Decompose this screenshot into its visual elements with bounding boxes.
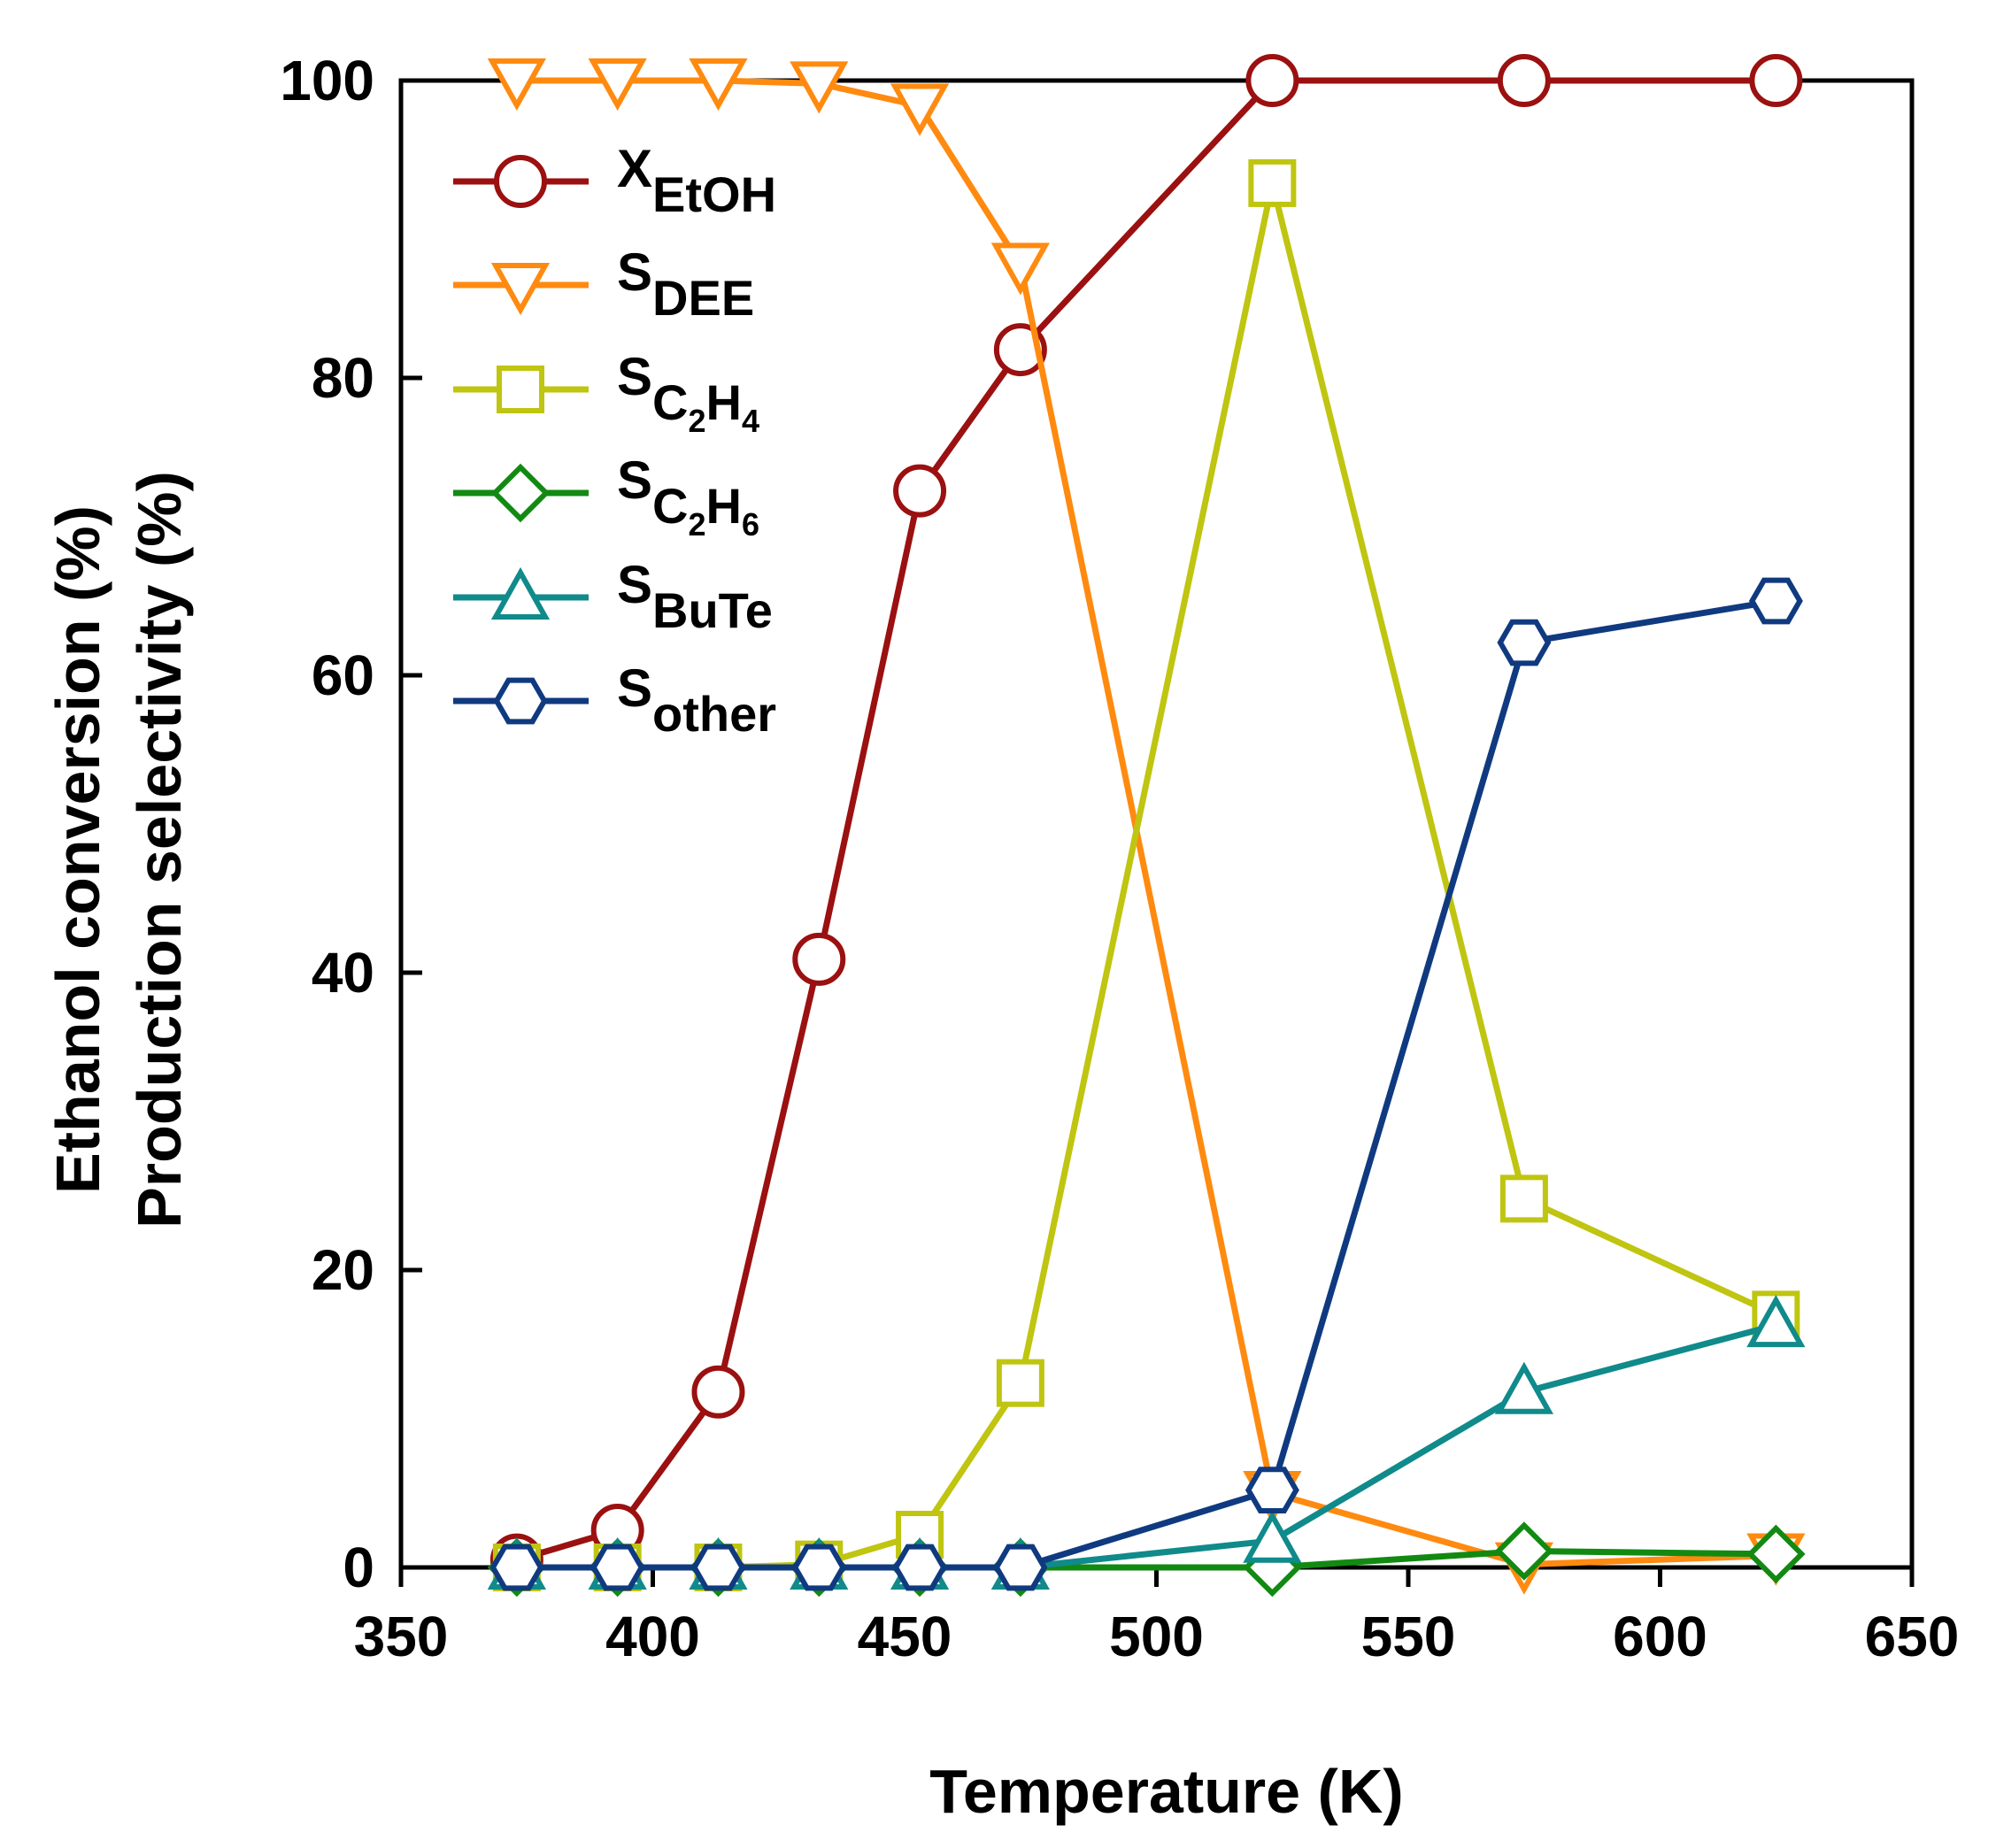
data-point-s_c2h4 bbox=[1248, 158, 1297, 207]
legend-marker-s_bute bbox=[490, 566, 551, 620]
data-point-s_other bbox=[1497, 619, 1552, 666]
x-tick-label: 350 bbox=[354, 1605, 449, 1668]
data-point-s_other bbox=[1245, 1467, 1299, 1513]
legend-marker-s_other bbox=[493, 677, 548, 725]
legend-item-s_c2h6: SC2H6 bbox=[453, 450, 759, 543]
data-point-x_etoh bbox=[1245, 54, 1299, 107]
data-point-s_dee bbox=[588, 58, 647, 112]
data-point-s_other bbox=[489, 1544, 544, 1591]
legend-label-s_bute: SBuTe bbox=[617, 555, 773, 638]
data-point-s_other bbox=[590, 1544, 645, 1591]
legend-label-s_c2h6: SC2H6 bbox=[617, 450, 759, 543]
y-tick-label: 60 bbox=[312, 643, 374, 707]
legend: XEtOH SDEE SC2H4 SC2H6 SBuTe Sother bbox=[453, 139, 776, 742]
data-point-s_other bbox=[791, 1544, 846, 1591]
y-tick-label: 40 bbox=[312, 941, 374, 1005]
legend-marker-s_c2h6 bbox=[490, 463, 551, 523]
data-point-s_other bbox=[1748, 577, 1803, 625]
x-tick-label: 400 bbox=[605, 1605, 700, 1668]
x-axis-title: Temperature (K) bbox=[929, 1757, 1403, 1826]
data-point-s_bute bbox=[1243, 1510, 1302, 1563]
legend-item-s_bute: SBuTe bbox=[453, 555, 773, 638]
data-point-s_other bbox=[691, 1544, 745, 1591]
plot-area: 0 20 40 60 80 100 350 400 450 500 550 600 650 bbox=[280, 49, 1959, 1668]
x-tick-label: 650 bbox=[1865, 1605, 1960, 1668]
x-tick-label: 600 bbox=[1613, 1605, 1707, 1668]
data-point-s_c2h6 bbox=[1494, 1521, 1554, 1581]
data-point-s_dee bbox=[689, 58, 748, 112]
data-point-s_other bbox=[892, 1544, 947, 1591]
legend-marker-x_etoh bbox=[494, 155, 547, 208]
y-axis-title: Ethanol conversion (%) Production select… bbox=[43, 471, 194, 1228]
legend-marker-s_c2h4 bbox=[497, 366, 544, 413]
series-s_bute bbox=[487, 1295, 1806, 1590]
data-point-s_dee bbox=[487, 58, 546, 112]
data-point-x_etoh bbox=[1497, 54, 1551, 107]
legend-item-s_dee: SDEE bbox=[453, 243, 754, 326]
legend-label-s_c2h4: SC2H4 bbox=[617, 347, 759, 439]
y-tick-label: 80 bbox=[312, 346, 374, 410]
data-point-x_etoh bbox=[1749, 54, 1803, 107]
data-point-s_dee bbox=[890, 83, 950, 136]
series-layer bbox=[487, 54, 1806, 1598]
series-s_other bbox=[489, 577, 1803, 1591]
legend-label-x_etoh: XEtOH bbox=[617, 139, 776, 222]
data-point-x_etoh bbox=[792, 932, 846, 986]
y-axis-title-line-2: Production selectivity (%) bbox=[125, 471, 194, 1228]
series-line-s_other bbox=[516, 597, 1776, 1571]
data-point-x_etoh bbox=[691, 1365, 745, 1419]
data-point-s_bute bbox=[1494, 1361, 1553, 1414]
legend-item-s_other: Sother bbox=[453, 658, 776, 742]
legend-item-s_c2h4: SC2H4 bbox=[453, 347, 759, 439]
data-point-s_dee bbox=[790, 61, 849, 114]
legend-marker-s_dee bbox=[490, 263, 551, 316]
plot-frame bbox=[398, 78, 1915, 1570]
x-tick-label: 450 bbox=[858, 1605, 952, 1668]
y-tick-label: 0 bbox=[343, 1536, 374, 1599]
data-point-s_c2h4 bbox=[996, 1359, 1044, 1407]
y-tick-label: 20 bbox=[312, 1238, 374, 1302]
legend-label-s_dee: SDEE bbox=[617, 243, 754, 326]
x-tick-label: 550 bbox=[1361, 1605, 1456, 1668]
data-point-x_etoh bbox=[893, 464, 947, 518]
data-point-s_dee bbox=[990, 243, 1050, 296]
legend-item-x_etoh: XEtOH bbox=[453, 139, 776, 222]
data-point-s_c2h6 bbox=[1746, 1524, 1806, 1584]
y-axis-title-line-1: Ethanol conversion (%) bbox=[43, 505, 112, 1194]
y-tick-label: 100 bbox=[280, 49, 374, 112]
data-point-s_other bbox=[993, 1544, 1048, 1591]
data-point-s_c2h4 bbox=[1499, 1174, 1548, 1223]
x-tick-label: 500 bbox=[1109, 1605, 1204, 1668]
data-point-s_bute bbox=[1746, 1295, 1806, 1348]
legend-label-s_other: Sother bbox=[617, 658, 776, 742]
